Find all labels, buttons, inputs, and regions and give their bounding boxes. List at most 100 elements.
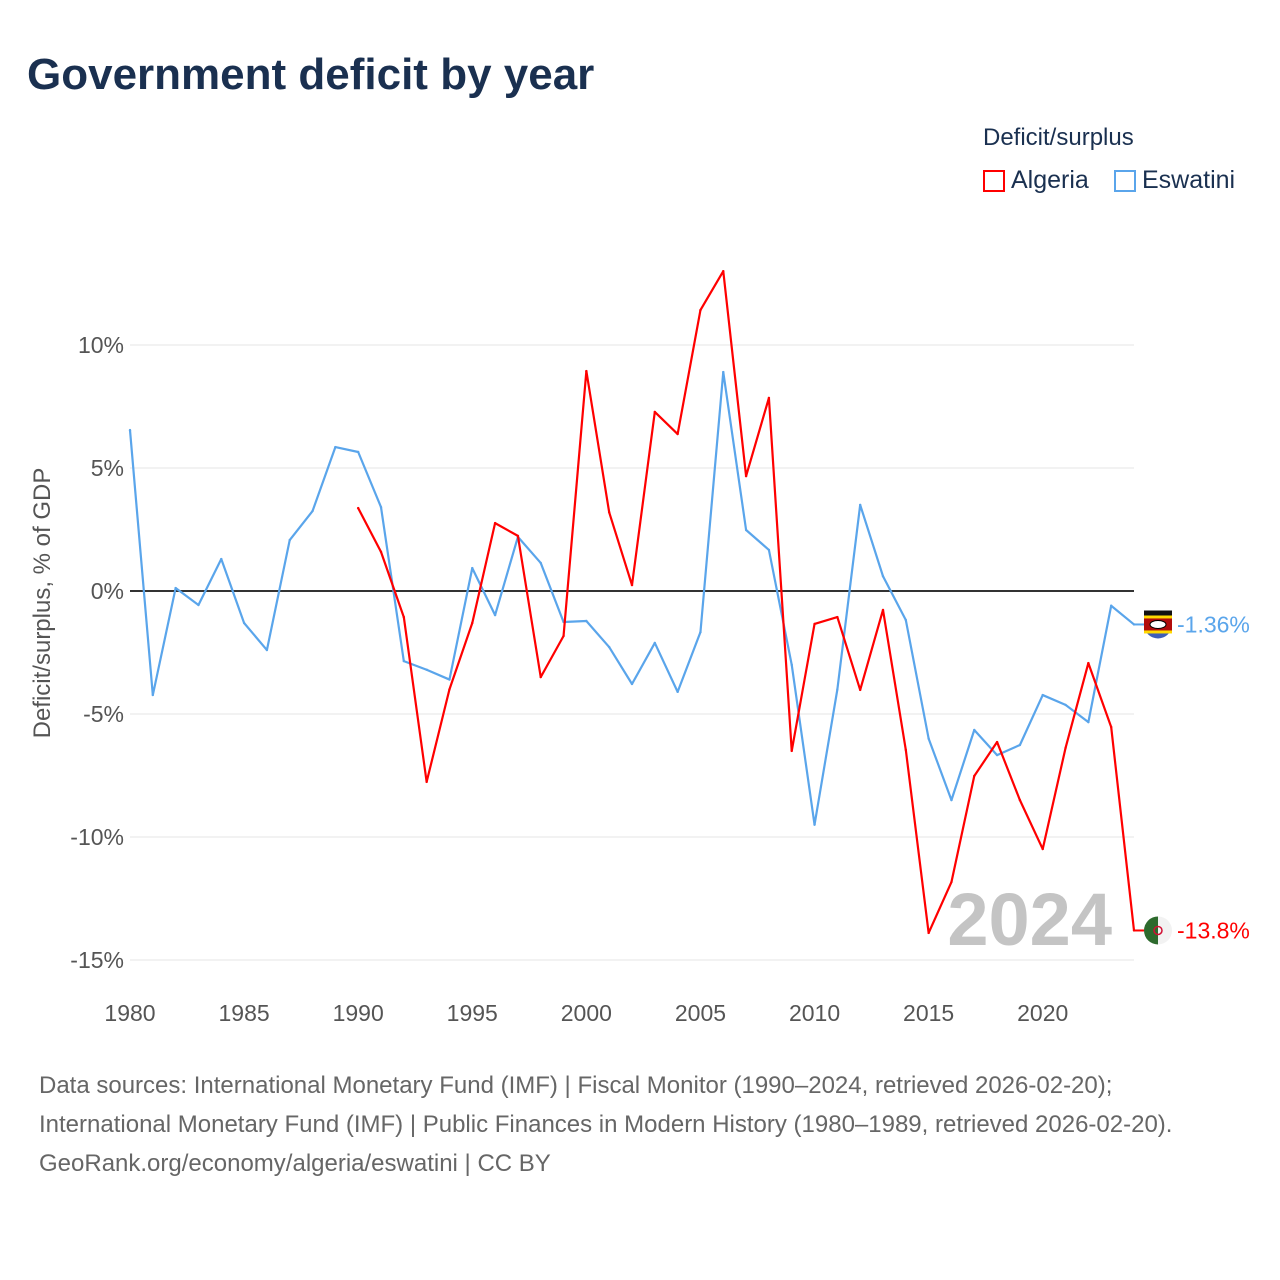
data-point	[265, 648, 269, 652]
data-point	[242, 621, 246, 625]
data-point	[950, 880, 953, 884]
data-point	[1087, 661, 1090, 665]
data-point	[1087, 720, 1090, 724]
data-point	[356, 506, 360, 510]
data-point	[790, 749, 793, 753]
data-point	[858, 688, 862, 692]
legend-swatch-eswatini	[1114, 169, 1136, 192]
data-point	[379, 505, 383, 509]
data-point	[539, 561, 542, 565]
data-point	[813, 622, 816, 626]
data-point	[334, 445, 337, 449]
legend-label: Algeria	[1011, 166, 1089, 194]
data-point	[881, 608, 885, 612]
data-point	[927, 931, 930, 935]
data-point	[950, 798, 953, 802]
data-point	[539, 675, 542, 679]
x-tick-label: 2000	[561, 1000, 612, 1026]
algeria-flag-crescent	[1153, 925, 1163, 936]
data-point	[767, 548, 771, 552]
data-point	[699, 630, 702, 634]
data-point	[744, 474, 748, 478]
chart-title: Government deficit by year	[27, 50, 595, 99]
y-tick-label: 5%	[91, 455, 124, 481]
data-point	[220, 557, 223, 561]
data-point	[813, 823, 816, 826]
x-tick-label: 1985	[219, 1000, 270, 1026]
legend-item-algeria[interactable]: Algeria	[983, 166, 1089, 195]
eswatini-flag-shield	[1149, 619, 1167, 629]
y-tick-label: 0%	[91, 578, 124, 604]
data-point	[995, 753, 999, 757]
data-point	[562, 634, 565, 638]
data-point	[471, 621, 474, 625]
x-tick-label: 2010	[789, 1000, 840, 1026]
algeria-flag-green	[1144, 916, 1158, 945]
data-point	[904, 618, 908, 622]
data-point	[881, 575, 885, 578]
series-line-eswatini	[128, 370, 1135, 826]
data-point	[1018, 798, 1022, 802]
data-point	[995, 740, 999, 744]
data-point	[836, 688, 839, 691]
legend-item-eswatini[interactable]: Eswatini	[1114, 166, 1235, 195]
data-point	[197, 603, 200, 607]
data-point	[722, 270, 725, 273]
legend-title: Deficit/surplus	[983, 124, 1134, 151]
data-point	[425, 668, 428, 671]
y-tick-label: -5%	[83, 701, 124, 727]
x-tick-label: 2005	[675, 1000, 726, 1026]
legend-swatch-algeria	[983, 169, 1005, 192]
data-point	[356, 450, 360, 454]
data-point	[767, 396, 771, 400]
data-point	[607, 511, 611, 514]
data-point	[927, 737, 930, 740]
attribution-link[interactable]: GeoRank.org/economy/algeria/eswatini | C…	[39, 1150, 551, 1177]
data-point	[1064, 746, 1067, 750]
y-tick-label: -10%	[70, 824, 124, 850]
data-point	[448, 688, 451, 691]
data-point	[493, 613, 497, 617]
data-point	[311, 509, 314, 513]
data-point	[630, 682, 634, 686]
data-point	[151, 693, 155, 697]
data-point	[973, 728, 976, 732]
data-point	[836, 615, 839, 619]
end-value-label-eswatini: -1.36%	[1177, 611, 1250, 637]
data-point	[379, 550, 383, 554]
plot-area: 10% 5% 0% -5% -10% -15% 1980 1985 1990 1995 2000 20…	[29, 270, 1250, 1026]
data-point	[1064, 703, 1067, 707]
data-point	[676, 690, 679, 694]
data-point	[607, 645, 611, 649]
data-point	[425, 780, 428, 784]
data-point	[904, 748, 908, 752]
data-point	[448, 678, 451, 681]
legend-label: Eswatini	[1142, 166, 1236, 194]
data-point	[493, 521, 497, 525]
end-value-label-algeria: -13.8%	[1177, 917, 1250, 943]
y-tick-label: -15%	[70, 947, 124, 973]
data-point	[1041, 693, 1044, 697]
data-point	[790, 663, 793, 666]
x-tick-label: 1980	[104, 1000, 155, 1026]
data-point	[722, 370, 725, 374]
data-point	[402, 659, 406, 663]
data-point	[1109, 604, 1113, 607]
data-point	[744, 528, 748, 532]
data-point	[1018, 743, 1022, 747]
data-point	[1041, 847, 1044, 851]
data-point	[630, 583, 634, 587]
data-point	[128, 428, 132, 432]
data-point	[288, 538, 291, 542]
source-notes: Data sources: International Monetary Fun…	[39, 1066, 1239, 1183]
data-point	[699, 308, 702, 312]
data-point	[676, 432, 679, 436]
data-point	[174, 586, 177, 590]
data-point	[858, 503, 862, 507]
data-point	[585, 369, 588, 373]
data-point	[653, 410, 657, 414]
data-point	[471, 566, 474, 570]
data-point	[973, 774, 976, 778]
x-tick-label: 2015	[903, 1000, 954, 1026]
